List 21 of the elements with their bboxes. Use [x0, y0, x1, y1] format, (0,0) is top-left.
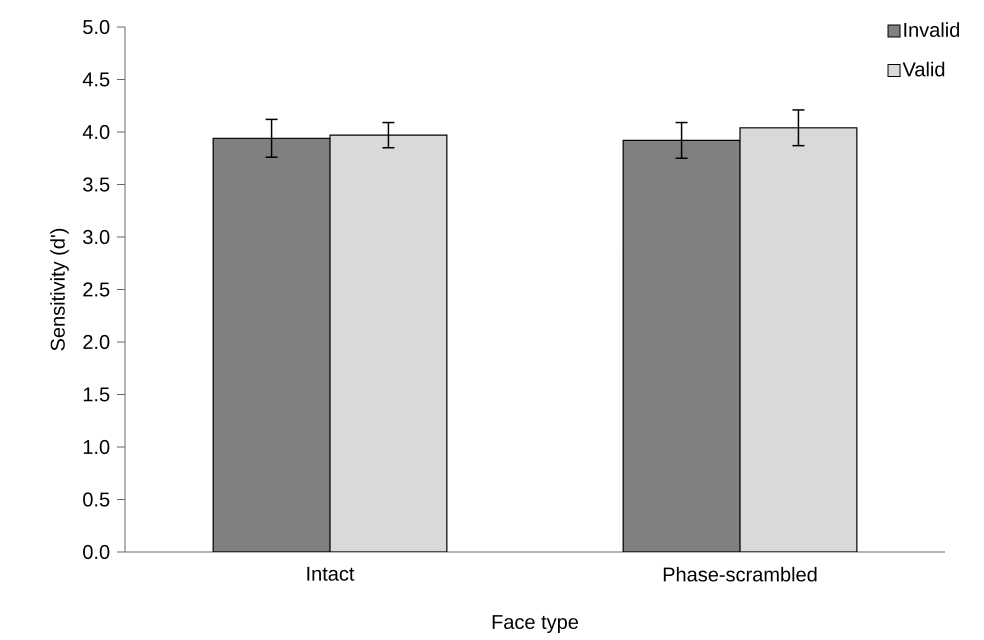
y-tick-label: 4.0: [82, 125, 110, 140]
x-tick-label: Phase-scrambled: [664, 567, 817, 582]
y-tick-label: 2.5: [83, 282, 110, 297]
legend-label: Invalid: [904, 22, 960, 38]
bar: [212, 138, 331, 552]
legend-label: Valid: [902, 62, 944, 77]
y-tick-label: 3.0: [83, 230, 110, 244]
x-axis-title: Face type: [492, 615, 578, 634]
y-tick-label: 3.5: [83, 178, 110, 192]
y-tick-label: 1.0: [84, 440, 110, 454]
y-tick-label: 0.0: [83, 545, 110, 560]
y-axis-title: Sensitivity (d'): [50, 229, 69, 351]
y-tick-label: 1.5: [84, 388, 110, 402]
bar: [622, 140, 741, 552]
y-tick-label: 2.0: [83, 335, 110, 350]
y-tick-label: 0.5: [83, 492, 110, 507]
y-tick-label: 5.0: [83, 20, 110, 34]
y-tick-label: 4.5: [82, 72, 110, 87]
bar: [739, 127, 858, 552]
x-tick-label: Intact: [307, 567, 354, 581]
bar: [329, 134, 448, 552]
